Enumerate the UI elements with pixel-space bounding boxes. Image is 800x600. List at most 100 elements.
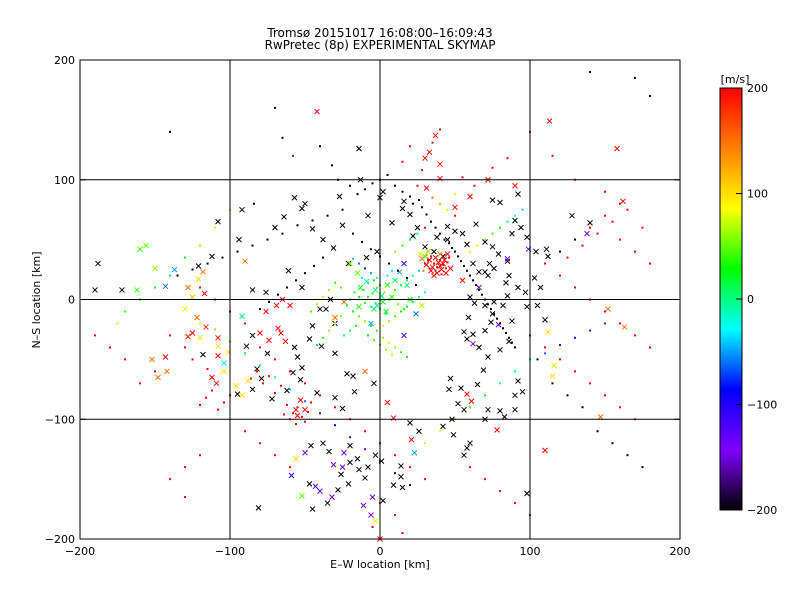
data-point-dot <box>334 281 336 284</box>
data-point-dot <box>430 220 432 223</box>
data-point-dot <box>268 300 270 303</box>
data-point-dot <box>319 412 321 415</box>
data-point-dot <box>352 232 354 235</box>
data-point-dot <box>322 336 324 339</box>
data-point-cross <box>242 258 248 265</box>
data-point-cross <box>272 224 278 231</box>
data-point-dot <box>491 232 494 235</box>
data-point-cross <box>447 375 454 382</box>
data-point-cross <box>447 265 454 272</box>
data-point-cross <box>542 317 548 323</box>
data-point-cross <box>360 502 367 509</box>
data-point-dot <box>382 324 384 327</box>
data-point-cross <box>437 175 443 182</box>
data-point-cross <box>266 337 272 344</box>
data-point-dot <box>431 141 434 144</box>
data-point-cross <box>605 306 611 312</box>
data-point-dot <box>506 157 509 160</box>
data-point-cross <box>369 494 376 500</box>
data-point-dot <box>473 184 476 187</box>
x-tick-label: 100 <box>520 545 541 558</box>
data-point-dot <box>401 532 404 535</box>
data-point-cross <box>569 212 575 219</box>
data-point-cross <box>533 248 539 255</box>
data-point-dot <box>409 195 411 198</box>
data-point-cross <box>197 334 203 341</box>
data-point-dot <box>334 322 336 325</box>
data-point-dot <box>295 279 297 282</box>
data-point-cross <box>380 299 386 305</box>
data-point-cross <box>354 455 361 462</box>
data-point-dot <box>421 169 423 172</box>
data-point-cross <box>384 282 391 288</box>
data-point-dot <box>581 406 584 409</box>
data-point-dot <box>376 276 378 279</box>
data-point-cross <box>488 319 494 326</box>
data-point-cross <box>401 198 407 205</box>
data-point-dot <box>412 300 414 303</box>
data-point-cross <box>549 373 556 379</box>
data-point-cross <box>332 350 338 357</box>
data-point-cross <box>438 266 445 273</box>
data-point-cross <box>332 394 338 401</box>
data-point-dot <box>499 226 501 229</box>
data-point-dot <box>376 286 378 289</box>
data-point-cross <box>339 464 346 471</box>
data-point-dot <box>604 190 606 193</box>
data-point-dot <box>304 400 306 403</box>
data-point-dot <box>139 382 141 385</box>
data-point-cross <box>482 239 488 245</box>
data-point-cross <box>345 260 352 267</box>
data-point-dot <box>376 329 378 332</box>
chart-title: Tromsø 20151017 16:08:00–16:09:43 <box>267 26 493 40</box>
data-point-dot <box>388 341 390 344</box>
data-point-cross <box>341 299 347 305</box>
data-point-cross <box>302 449 308 456</box>
data-point-dot <box>296 406 299 409</box>
data-point-dot <box>559 358 561 361</box>
data-point-dot <box>221 256 224 259</box>
data-point-cross <box>465 314 472 321</box>
data-point-cross <box>234 391 241 397</box>
data-point-dot <box>176 274 179 277</box>
data-point-dot <box>469 406 471 409</box>
data-point-dot <box>370 324 372 327</box>
data-point-cross <box>372 518 379 524</box>
data-point-dot <box>416 232 419 235</box>
data-point-cross <box>293 455 299 462</box>
data-point-dot <box>364 188 366 191</box>
data-point-dot <box>469 466 471 469</box>
data-point-cross <box>467 193 473 200</box>
data-point-cross <box>486 260 493 267</box>
data-point-dot <box>250 377 252 380</box>
data-point-cross <box>426 257 433 263</box>
data-point-dot <box>448 242 450 245</box>
data-point-dot <box>94 334 96 337</box>
data-point-dot <box>521 208 524 211</box>
data-point-dot <box>481 293 483 296</box>
data-point-cross <box>464 445 470 451</box>
data-point-dot <box>370 305 372 308</box>
data-point-dot <box>281 232 284 235</box>
data-point-dot <box>409 145 411 148</box>
data-point-dot <box>505 332 507 335</box>
data-point-cross <box>374 248 380 255</box>
data-point-dot <box>286 403 288 406</box>
data-point-cross <box>476 344 482 351</box>
data-point-dot <box>280 384 282 387</box>
data-point-cross <box>263 289 269 296</box>
data-point-dot <box>394 454 396 457</box>
data-point-dot <box>322 256 324 259</box>
data-point-dot <box>451 247 453 250</box>
data-point-dot <box>274 391 276 394</box>
data-point-dot <box>223 401 225 404</box>
data-point-cross <box>264 350 271 357</box>
data-point-cross <box>459 230 466 237</box>
data-point-dot <box>611 220 614 223</box>
data-point-cross <box>209 253 215 260</box>
data-point-cross <box>350 373 356 379</box>
data-point-dot <box>412 202 414 205</box>
data-point-cross <box>515 284 521 291</box>
data-point-dot <box>496 317 498 320</box>
data-point-cross <box>309 225 316 232</box>
